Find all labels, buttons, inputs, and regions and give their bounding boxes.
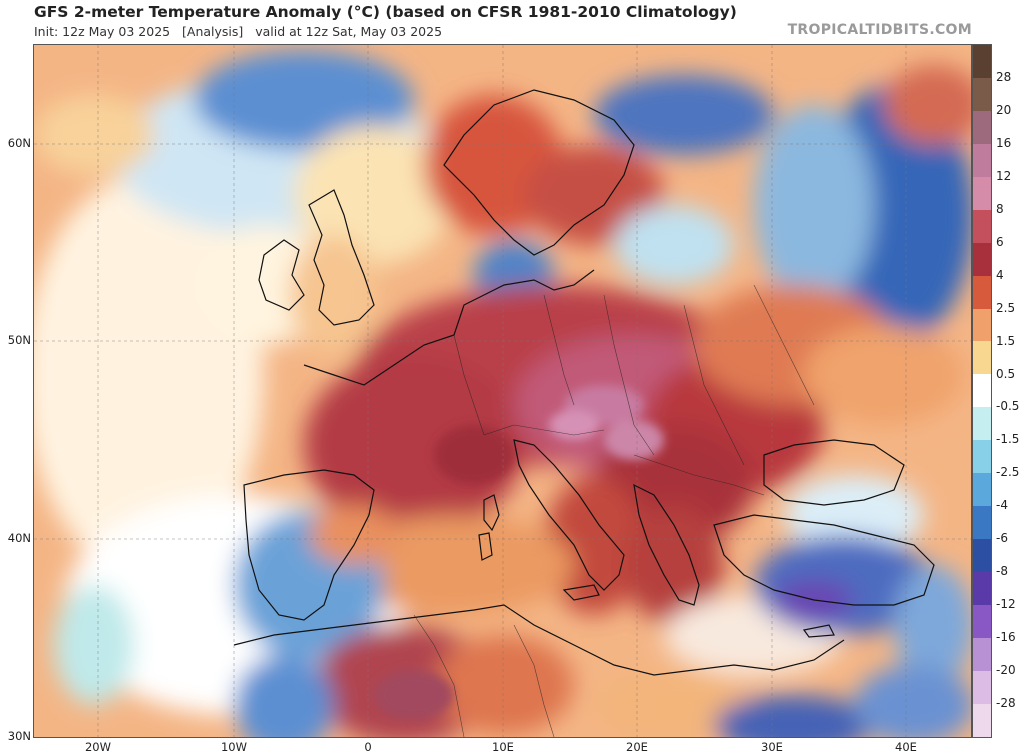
colorbar-swatch <box>973 407 991 441</box>
colorbar-label: -0.5 <box>996 399 1020 414</box>
colorbar-label: 0.5 <box>996 366 1016 381</box>
colorbar-label: -28 <box>996 696 1016 711</box>
colorbar-swatch <box>973 374 991 408</box>
colorbar-label: -1.5 <box>996 432 1020 447</box>
colorbar-label: -20 <box>996 663 1016 678</box>
lat-label-60n: 60N <box>7 136 31 150</box>
colorbar-label: 16 <box>996 135 1012 150</box>
colorbar-swatch <box>973 703 991 737</box>
country-borders <box>413 284 815 737</box>
colorbar-swatch <box>973 604 991 638</box>
graticule <box>34 45 971 737</box>
colorbar-swatch <box>973 670 991 704</box>
colorbar-label: 20 <box>996 102 1012 117</box>
colorbar-swatch <box>973 77 991 111</box>
colorbar-label: 2.5 <box>996 300 1016 315</box>
colorbar-label: 4 <box>996 267 1004 282</box>
colorbar-swatch <box>973 506 991 540</box>
colorbar-swatch <box>973 143 991 177</box>
colorbar-swatch <box>973 473 991 507</box>
colorbar-label: 6 <box>996 234 1004 249</box>
colorbar-swatch <box>973 176 991 210</box>
colorbar-label: -6 <box>996 531 1008 546</box>
lat-label-40n: 40N <box>7 531 31 545</box>
colorbar-swatch <box>973 572 991 605</box>
brand-watermark: TROPICALTIDBITS.COM <box>787 22 972 38</box>
chart-title: GFS 2-meter Temperature Anomaly (°C) (ba… <box>34 3 737 21</box>
colorbar-swatch <box>973 539 991 572</box>
colorbar-label: 28 <box>996 69 1012 84</box>
lon-label-30e: 30E <box>761 740 783 754</box>
lon-label-40e: 40E <box>895 740 917 754</box>
colorbar-swatch <box>973 209 991 243</box>
anomaly-field <box>34 50 971 737</box>
init-valid-subtitle: Init: 12z May 03 2025 [Analysis] valid a… <box>34 24 443 39</box>
lat-label-50n: 50N <box>7 333 31 347</box>
anomaly-hotspots <box>374 385 664 720</box>
anomaly-map[interactable] <box>33 44 972 738</box>
lon-label-10e: 10E <box>492 740 514 754</box>
colorbar-swatch <box>973 110 991 144</box>
lon-label-0: 0 <box>364 740 372 754</box>
colorbar-label: -16 <box>996 630 1016 645</box>
colorbar-swatch <box>973 45 991 78</box>
lon-label-10w: 10W <box>220 740 248 754</box>
colorbar-label: -12 <box>996 597 1016 612</box>
lon-label-20w: 20W <box>84 740 112 754</box>
colorbar-swatch <box>973 275 991 309</box>
colorbar-label: 1.5 <box>996 333 1016 348</box>
colorbar-swatch <box>973 440 991 474</box>
colorbar-label: -4 <box>996 498 1008 513</box>
map-canvas <box>34 45 971 737</box>
colorbar <box>972 44 992 738</box>
colorbar-label: -2.5 <box>996 465 1020 480</box>
colorbar-swatch <box>973 341 991 375</box>
coastlines <box>233 89 935 676</box>
colorbar-swatch <box>973 242 991 276</box>
colorbar-label: 12 <box>996 168 1012 183</box>
colorbar-swatch <box>973 308 991 342</box>
lon-label-20e: 20E <box>626 740 648 754</box>
lat-label-30n: 30N <box>7 729 31 743</box>
colorbar-label: 8 <box>996 201 1004 216</box>
colorbar-label: -8 <box>996 564 1008 579</box>
colorbar-swatch <box>973 637 991 671</box>
